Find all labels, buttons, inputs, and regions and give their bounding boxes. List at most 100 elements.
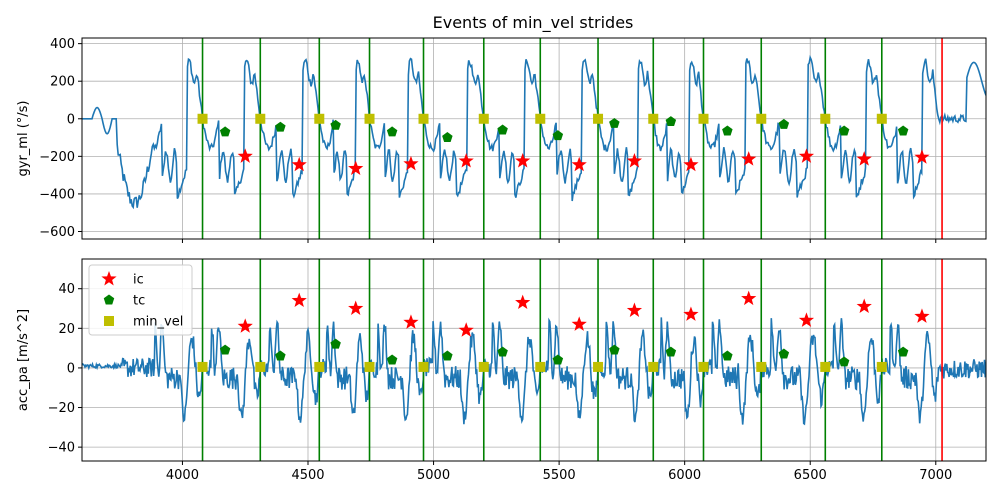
legend-ic-marker xyxy=(101,271,117,286)
min-vel-marker xyxy=(876,361,887,372)
axes-frame xyxy=(81,37,987,240)
y-axis-label: gyr_ml (°/s) xyxy=(16,101,31,177)
tc-marker xyxy=(665,346,677,357)
ic-marker xyxy=(403,155,419,171)
ic-marker xyxy=(291,292,307,308)
ic-marker xyxy=(741,290,757,306)
min-vel-marker xyxy=(593,113,604,124)
tc-marker xyxy=(386,354,398,365)
legend-label: tc xyxy=(133,294,145,309)
min-vel-marker xyxy=(756,361,767,372)
tc-marker xyxy=(442,350,453,361)
ic-marker xyxy=(914,149,930,164)
y-tick-label: −40 xyxy=(48,441,75,456)
tc-marker xyxy=(442,132,453,143)
tc-marker xyxy=(330,119,341,130)
signal-line xyxy=(82,317,986,426)
y-tick-label: 200 xyxy=(50,75,75,90)
min-vel-marker xyxy=(255,361,266,372)
y-tick-label: −600 xyxy=(39,225,75,240)
tc-marker xyxy=(275,350,286,361)
y-tick-label: 0 xyxy=(67,112,75,127)
min-vel-marker xyxy=(364,113,375,124)
min-vel-marker xyxy=(535,361,546,372)
x-tick-label: 5000 xyxy=(417,468,450,483)
legend-box xyxy=(88,264,193,336)
min-vel-marker xyxy=(820,113,831,124)
y-tick-label: 20 xyxy=(58,322,75,337)
x-tick-label: 7000 xyxy=(919,468,952,483)
ic-marker xyxy=(683,306,699,321)
ic-marker xyxy=(741,151,757,166)
ic-marker xyxy=(798,148,815,163)
y-tick-label: 400 xyxy=(50,37,75,52)
gyr-panel: −600 −400 −200 0 200 400 gyr_ml (°/s) xyxy=(16,37,987,243)
tc-marker xyxy=(386,126,398,137)
x-tick-label: 6500 xyxy=(794,468,827,483)
min-vel-marker xyxy=(364,361,375,372)
min-vel-marker xyxy=(197,361,208,372)
legend-tc-marker xyxy=(103,294,115,305)
ic-marker xyxy=(458,322,474,337)
tc-marker xyxy=(552,130,564,141)
legend: ic tc min_vel xyxy=(88,264,193,336)
axes-frame xyxy=(81,258,987,462)
min-vel-marker xyxy=(820,361,831,372)
tc-marker xyxy=(722,350,733,361)
ic-marker xyxy=(856,151,872,166)
y-tick-label: −20 xyxy=(48,401,75,416)
ic-marker xyxy=(348,160,364,176)
legend-label: min_vel xyxy=(133,315,183,330)
ic-marker xyxy=(798,312,815,327)
min-vel-marker xyxy=(314,361,325,372)
ic-marker xyxy=(914,308,930,323)
chart-title: Events of min_vel strides xyxy=(433,13,634,33)
ic-marker xyxy=(291,156,307,172)
x-tick-label: 4000 xyxy=(166,468,199,483)
legend-label: ic xyxy=(133,273,144,288)
ic-marker xyxy=(626,153,643,168)
tc-marker xyxy=(497,346,508,357)
y-tick-label: 0 xyxy=(67,361,75,376)
min-vel-marker xyxy=(535,113,546,124)
tc-marker xyxy=(838,356,850,367)
legend-min-vel-marker xyxy=(104,316,114,326)
y-tick-label: 40 xyxy=(58,282,75,297)
ic-marker xyxy=(683,156,699,172)
tc-marker xyxy=(665,116,677,127)
min-vel-marker xyxy=(478,361,489,372)
min-vel-marker xyxy=(478,113,489,124)
signal-line xyxy=(82,54,986,210)
ic-marker xyxy=(515,153,531,168)
acc-panel: −40 −20 0 20 40 4000 4500 5000 5500 6000 6500 7000 a… xyxy=(16,258,987,483)
min-vel-marker xyxy=(418,113,429,124)
tc-marker xyxy=(219,126,231,137)
tc-marker xyxy=(497,124,508,135)
tc-marker xyxy=(838,125,850,136)
min-vel-marker xyxy=(197,113,208,124)
min-vel-marker xyxy=(756,113,767,124)
tc-marker xyxy=(897,346,909,357)
tc-marker xyxy=(609,344,620,355)
ic-marker xyxy=(571,156,587,172)
min-vel-marker xyxy=(698,361,709,372)
x-tick-label: 4500 xyxy=(291,468,324,483)
tc-marker xyxy=(552,354,564,365)
tc-marker xyxy=(275,121,286,132)
min-vel-marker xyxy=(648,113,659,124)
tc-marker xyxy=(330,338,341,349)
y-tick-label: −200 xyxy=(39,150,75,165)
min-vel-marker xyxy=(876,113,887,124)
ic-marker xyxy=(403,314,419,329)
min-vel-marker xyxy=(418,361,429,372)
min-vel-marker xyxy=(593,361,604,372)
tc-marker xyxy=(778,118,790,129)
tc-marker xyxy=(897,125,909,136)
x-tick-label: 5500 xyxy=(543,468,576,483)
ic-marker xyxy=(458,153,474,168)
x-tick-label: 6000 xyxy=(668,468,701,483)
ic-marker xyxy=(237,318,253,333)
ic-marker xyxy=(237,148,253,163)
min-vel-marker xyxy=(255,113,266,124)
